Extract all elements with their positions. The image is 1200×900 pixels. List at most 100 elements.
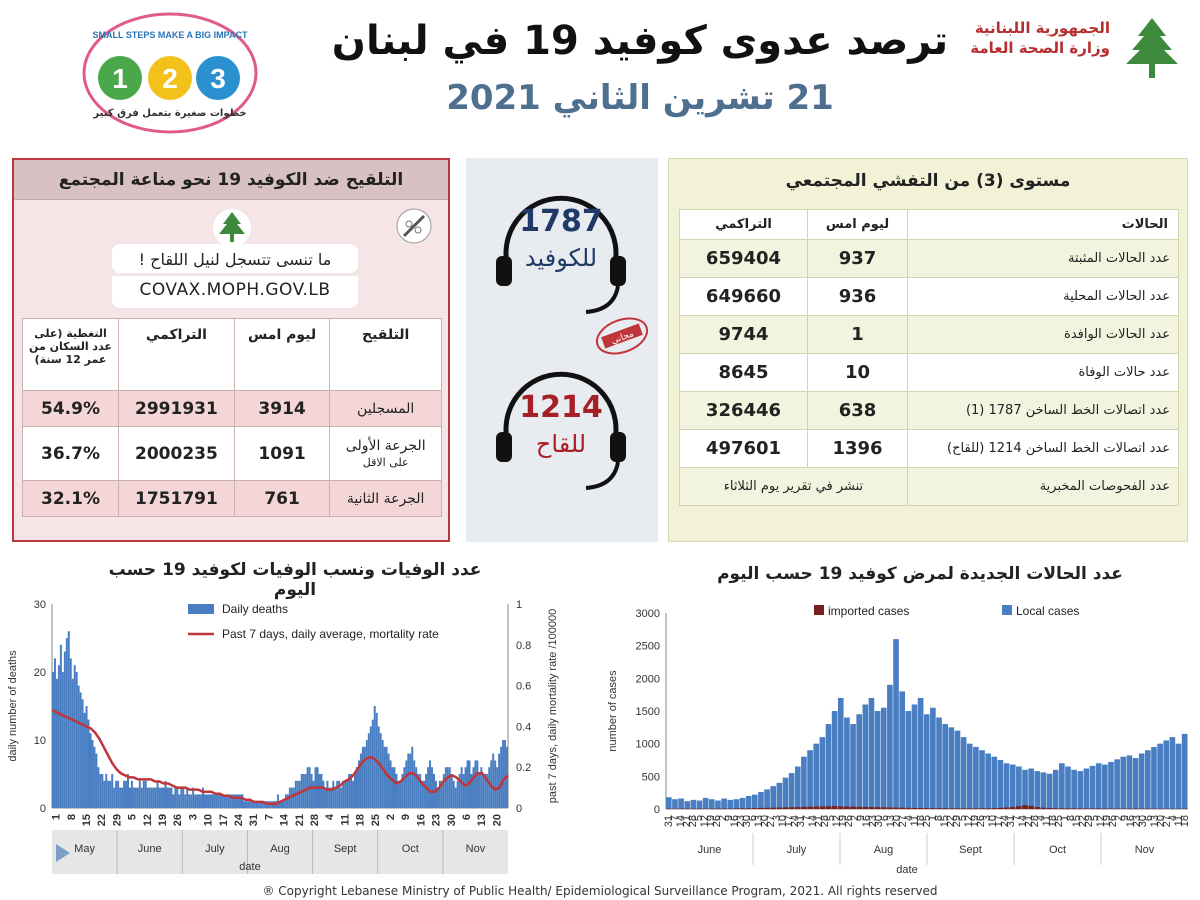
bar-local (715, 800, 721, 809)
vaccine-syringe-icon (396, 208, 432, 244)
x-tick-label: 15 (1071, 815, 1083, 827)
x-tick-label: 30 (446, 814, 458, 826)
bar (421, 780, 424, 808)
x-tick-label: 17 (218, 814, 230, 826)
cases-panel: مستوى (3) من التفشي المجتمعي الحالات ليو… (668, 158, 1188, 542)
x-tick-label: 14 (279, 813, 291, 826)
bar (446, 767, 449, 808)
bar-imported (1003, 807, 1010, 809)
bar (138, 780, 141, 808)
month-label: July (205, 843, 225, 855)
x-tick-label: 30 (873, 815, 885, 827)
month-label: Nov (1135, 844, 1155, 856)
x-tick-label: 3 (981, 815, 993, 821)
x-tick-label: 16 (729, 815, 741, 827)
bar (130, 780, 133, 808)
bar-imported (899, 807, 906, 809)
bar-local (1181, 733, 1188, 809)
bar (223, 794, 226, 808)
col-header-yesterday: ليوم امس (807, 209, 908, 240)
y2-tick-label: 0.8 (516, 640, 531, 652)
bar-imported (923, 808, 930, 809)
bar (425, 774, 428, 808)
vaccine-hotline-number[interactable]: 1214 (519, 390, 603, 425)
month-label: Oct (402, 843, 419, 855)
bar (52, 672, 54, 808)
bar (464, 767, 467, 808)
bar (340, 787, 343, 808)
bar-local (837, 697, 844, 809)
bar (192, 787, 195, 808)
x-tick-label: 5 (1089, 815, 1101, 821)
bar (352, 780, 355, 808)
y-tick-label: 2000 (636, 673, 660, 685)
x-tick-label: 19 (1101, 815, 1113, 827)
bar-local (776, 782, 783, 809)
bar-local (831, 711, 838, 809)
x-axis-title: date (896, 864, 917, 876)
page-title: ترصد عدوى كوفيد 19 في لبنان (331, 18, 949, 64)
bar (472, 767, 475, 808)
bar (241, 794, 244, 808)
bar (115, 780, 118, 808)
x-tick-label: 3 (771, 815, 783, 821)
bar (150, 787, 153, 808)
covax-url-link[interactable]: COVAX.MOPH.GOV.LB (112, 276, 358, 308)
x-tick-label: 20 (1155, 815, 1167, 827)
bar-imported (807, 806, 813, 809)
x-tick-label: 10 (987, 815, 999, 827)
bar (419, 774, 422, 808)
col-header-vaccination: التلقيح (329, 318, 442, 391)
bar (298, 780, 301, 808)
bar (452, 780, 455, 808)
bar-imported (751, 808, 758, 809)
bar (101, 774, 104, 808)
cases-chart-title: عدد الحالات الجديدة لمرض كوفيد 19 حسب ال… (717, 564, 1123, 584)
x-tick-label: 9 (1119, 815, 1131, 821)
bar (381, 740, 384, 808)
bar (478, 774, 481, 808)
bar-local (893, 639, 899, 809)
bar (95, 753, 98, 808)
bar-imported (1083, 808, 1090, 809)
bar-local (868, 697, 875, 809)
x-tick-label: 6 (747, 815, 759, 821)
bar-local (948, 727, 955, 809)
bar (125, 780, 128, 808)
bar-local (666, 797, 672, 809)
bar (488, 767, 491, 808)
bar (134, 787, 137, 808)
svg-text:خطوات صغيرة بتعمل فرق كبير: خطوات صغيرة بتعمل فرق كبير (92, 108, 246, 119)
month-label: Aug (270, 843, 290, 855)
bar-imported (930, 808, 936, 809)
bar-imported (942, 808, 948, 809)
bar (184, 794, 187, 808)
bar-imported (862, 806, 869, 809)
bar-local (1169, 737, 1176, 809)
bar (324, 787, 327, 808)
x-tick-label: 16 (1125, 815, 1137, 827)
col-header-cumulative: التراكمي (118, 318, 235, 391)
x-tick-label: 27 (765, 815, 777, 827)
bar (415, 767, 418, 808)
bar (440, 780, 443, 808)
bar-imported (1046, 808, 1053, 809)
x-tick-label: 26 (172, 814, 184, 826)
covid-hotline-number[interactable]: 1787 (519, 204, 603, 239)
bar-imported (776, 807, 783, 809)
bar-imported (1028, 805, 1034, 809)
x-tick-label: 19 (969, 815, 981, 827)
bar (202, 787, 204, 808)
x-tick-label: 31 (248, 814, 260, 826)
bar-imported (770, 807, 777, 809)
bar-imported (788, 807, 795, 809)
bar (63, 651, 66, 808)
x-tick-label: 4 (324, 813, 336, 820)
bar (292, 787, 295, 808)
x-tick-label: 25 (921, 815, 933, 827)
bar (99, 774, 102, 808)
svg-text:مجاني: مجاني (610, 329, 636, 346)
bar (227, 794, 230, 808)
bar (119, 787, 122, 808)
x-tick-label: 26 (711, 815, 723, 827)
